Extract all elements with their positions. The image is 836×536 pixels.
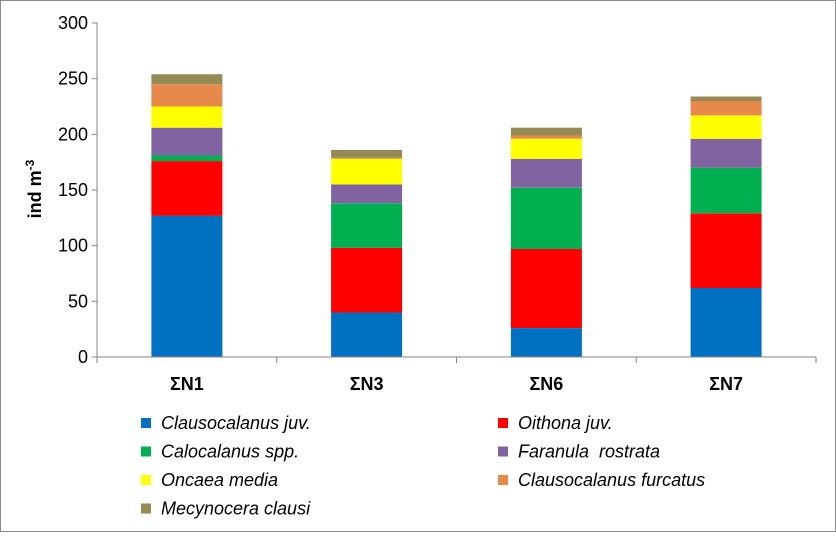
bar-segment-2-4	[331, 184, 403, 204]
bar-segment-3-5	[510, 138, 582, 159]
bar-segment-3-7	[510, 127, 582, 136]
x-category-label: ΣΝ3	[350, 374, 384, 394]
bar-segment-1-6	[151, 84, 223, 107]
y-axis-label: ind m-3	[23, 159, 45, 218]
bar-segment-1-3	[151, 155, 223, 162]
y-tick-label: 0	[78, 347, 88, 367]
y-tick-label: 150	[58, 180, 88, 200]
bar-segment-2-3	[331, 203, 403, 248]
bar-segment-3-2	[510, 249, 582, 328]
bar-segment-4-4	[690, 138, 762, 168]
legend-label: Oncaea media	[161, 470, 278, 490]
bar-segment-4-5	[690, 115, 762, 139]
bar-segment-2-6	[331, 157, 403, 159]
bar-segment-1-4	[151, 127, 223, 156]
legend-swatch	[498, 475, 508, 485]
legend-label: Mecynocera clausi	[161, 499, 311, 519]
bar-segment-2-5	[331, 158, 403, 185]
bar-segment-1-1	[151, 215, 223, 357]
bar-segment-3-1	[510, 328, 582, 357]
bar-segment-3-4	[510, 158, 582, 188]
legend-swatch	[141, 418, 151, 428]
legend-swatch	[141, 475, 151, 485]
bar-segment-1-7	[151, 74, 223, 85]
x-category-label: ΣΝ1	[170, 374, 204, 394]
y-tick-label: 50	[68, 291, 88, 311]
y-tick-label: 250	[58, 69, 88, 89]
bar-segment-2-2	[331, 247, 403, 313]
legend-label: Oithona juv.	[518, 413, 613, 433]
bar-segment-4-6	[690, 100, 762, 116]
x-category-label: ΣΝ6	[529, 374, 563, 394]
bar-segment-2-1	[331, 312, 403, 357]
x-category-label: ΣΝ7	[709, 374, 743, 394]
legend-label: Clausocalanus juv.	[161, 413, 311, 433]
y-tick-label: 100	[58, 236, 88, 256]
legend-label: Clausocalanus furcatus	[518, 470, 705, 490]
legend-swatch	[498, 418, 508, 428]
legend-swatch	[498, 446, 508, 457]
legend-label: Faranula rostrata	[518, 442, 660, 462]
bar-segment-1-2	[151, 161, 223, 216]
bar-segment-3-6	[510, 135, 582, 139]
bar-segment-1-5	[151, 106, 223, 128]
bar-segment-4-1	[690, 288, 762, 357]
bar-segment-4-2	[690, 213, 762, 288]
legend-swatch	[141, 503, 151, 514]
bar-segment-4-7	[690, 96, 762, 101]
bar-segment-3-3	[510, 187, 582, 249]
y-tick-label: 300	[58, 13, 88, 33]
legend-swatch	[141, 446, 151, 457]
y-tick-label: 200	[58, 124, 88, 144]
bar-segment-4-3	[690, 167, 762, 214]
bar-segment-2-7	[331, 149, 403, 158]
legend-label: Calocalanus spp.	[161, 442, 299, 462]
